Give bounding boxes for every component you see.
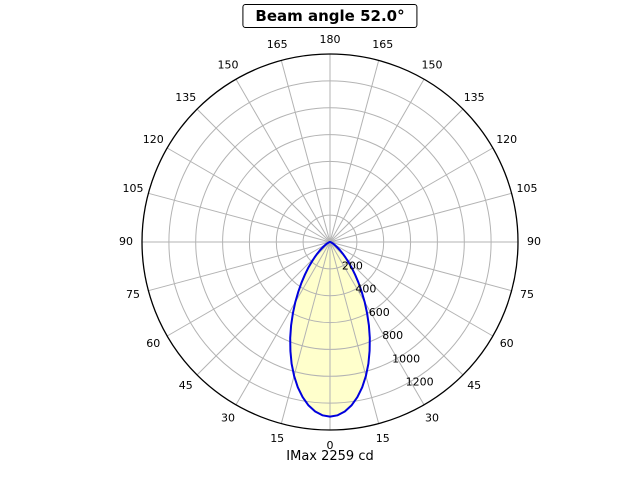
radial-tick-label: 600	[369, 306, 390, 319]
chart-title: Beam angle 52.0°	[242, 4, 418, 28]
radial-tick-label: 200	[342, 259, 363, 272]
angle-tick-label: 165	[267, 38, 288, 51]
angle-tick-label: 90	[527, 235, 541, 248]
angle-tick-label: 135	[175, 91, 196, 104]
angle-tick-label: 45	[467, 379, 481, 392]
angle-tick-label: 105	[517, 182, 538, 195]
angle-tick-label: 75	[126, 288, 140, 301]
polar-grid	[142, 54, 518, 430]
angle-tick-label: 120	[143, 133, 164, 146]
angle-tick-label: 150	[422, 58, 443, 71]
angle-tick-label: 60	[500, 337, 514, 350]
angle-tick-label: 105	[123, 182, 144, 195]
radial-tick-label: 1000	[392, 352, 420, 365]
angle-tick-label: 180	[320, 33, 341, 46]
radial-tick-label: 400	[355, 283, 376, 296]
angle-tick-label: 15	[270, 432, 284, 445]
angle-tick-label: 45	[179, 379, 193, 392]
angle-tick-label: 135	[464, 91, 485, 104]
radial-tick-label: 1200	[406, 376, 434, 389]
angle-tick-label: 90	[119, 235, 133, 248]
angle-tick-label: 150	[218, 58, 239, 71]
angle-tick-label: 75	[520, 288, 534, 301]
radial-tick-labels: 200 400 600 800 1000 1200	[342, 259, 434, 388]
angle-tick-labels: 0 15 15 30 30 45 45 60 60 75 75 90 90 105 105 120 120 135…	[119, 33, 541, 452]
beam-curve	[289, 241, 371, 418]
radial-tick-label: 800	[382, 329, 403, 342]
angle-tick-label: 120	[496, 133, 517, 146]
outer-circle	[141, 53, 519, 431]
angle-tick-label: 30	[425, 412, 439, 425]
angle-tick-label: 165	[372, 38, 393, 51]
angle-tick-label: 30	[221, 412, 235, 425]
angle-tick-label: 0	[327, 439, 334, 452]
angle-tick-label: 60	[146, 337, 160, 350]
imax-label: IMax 2259 cd	[286, 449, 374, 464]
angle-tick-label: 15	[376, 432, 390, 445]
